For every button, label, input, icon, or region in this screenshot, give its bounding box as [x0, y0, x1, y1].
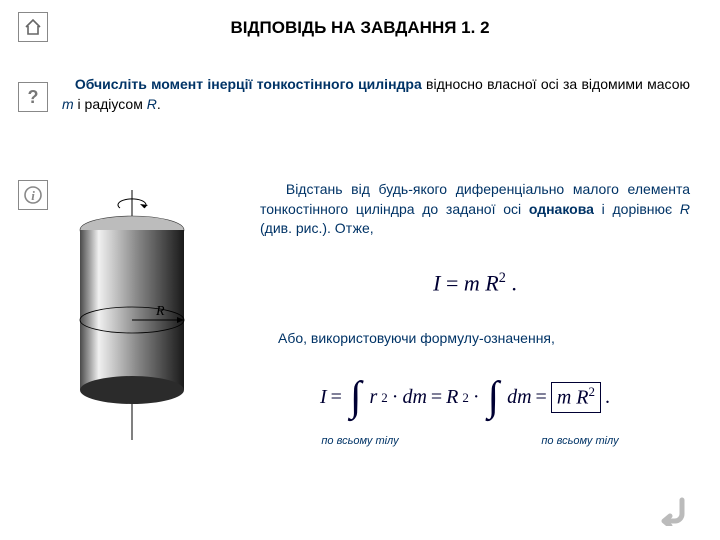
formula-derivation: I = ∫ r2 · dm = R2 · ∫ dm = m R2 . [230, 360, 700, 435]
cylinder-figure: R [60, 190, 220, 440]
f2-eq2: = [431, 386, 442, 409]
integral-bound-2: по всьому тілу [525, 435, 635, 447]
svg-text:?: ? [28, 87, 39, 107]
problem-statement: Обчисліть момент інерції тонкостінного ц… [62, 75, 690, 114]
formula-2-intro: Або, використовуючи формулу-означення, [260, 330, 690, 346]
problem-end: . [157, 96, 161, 112]
formula-result: I = m R2 . [260, 270, 690, 296]
f2-R2: 2 [462, 390, 469, 406]
svg-text:i: i [31, 188, 35, 203]
integral-bound-1: по всьому тілу [305, 435, 415, 447]
var-m: m [62, 96, 74, 112]
f2-r: r [369, 386, 377, 409]
f2-R: R [446, 386, 458, 409]
f2-I: I [320, 386, 327, 409]
f1-sq: 2 [499, 270, 506, 286]
explain-1b: і дорівнює [594, 201, 680, 217]
back-icon [654, 496, 692, 526]
f2-m: m [557, 387, 571, 409]
f2-dm2: dm [507, 386, 531, 409]
f2-eq3: = [536, 386, 547, 409]
f1-R: R [480, 270, 499, 295]
f1-m: m [464, 270, 480, 295]
problem-mid: відносно власної осі за відомими масою [422, 76, 690, 92]
f2-r2: 2 [381, 390, 388, 406]
question-button[interactable]: ? [18, 82, 48, 112]
f2-dot: . [605, 386, 610, 409]
integral-icon: ∫ [346, 383, 366, 412]
var-R: R [147, 96, 157, 112]
explanation-text: Відстань від будь-якого диференціально м… [260, 180, 690, 239]
problem-lead: Обчисліть момент інерції тонкостінного ц… [75, 76, 422, 92]
back-button[interactable] [654, 496, 692, 526]
problem-and: і радіусом [74, 96, 147, 112]
info-icon: i [23, 185, 43, 205]
integral-bounds-row: по всьому тілу по всьому тілу [250, 435, 690, 447]
f2-R2box: 2 [588, 384, 595, 399]
explain-bold: однакова [529, 201, 594, 217]
f2-dm: dm [402, 386, 426, 409]
f2-cdot: · [392, 386, 399, 409]
f2-eq: = [331, 386, 342, 409]
explain-1c: (див. рис.). Отже, [260, 220, 374, 236]
integral-icon: ∫ [484, 383, 504, 412]
radius-label: R [155, 304, 165, 319]
f2-Rbox: R [576, 387, 588, 409]
info-button[interactable]: i [18, 180, 48, 210]
question-icon: ? [23, 87, 43, 107]
page-title: ВІДПОВІДЬ НА ЗАВДАННЯ 1. 2 [0, 18, 720, 38]
f1-eq: = [440, 270, 463, 295]
boxed-result: m R2 [551, 382, 601, 413]
explain-R: R [680, 201, 690, 217]
f1-dot: . [506, 270, 517, 295]
f2-dot2: · [473, 386, 480, 409]
